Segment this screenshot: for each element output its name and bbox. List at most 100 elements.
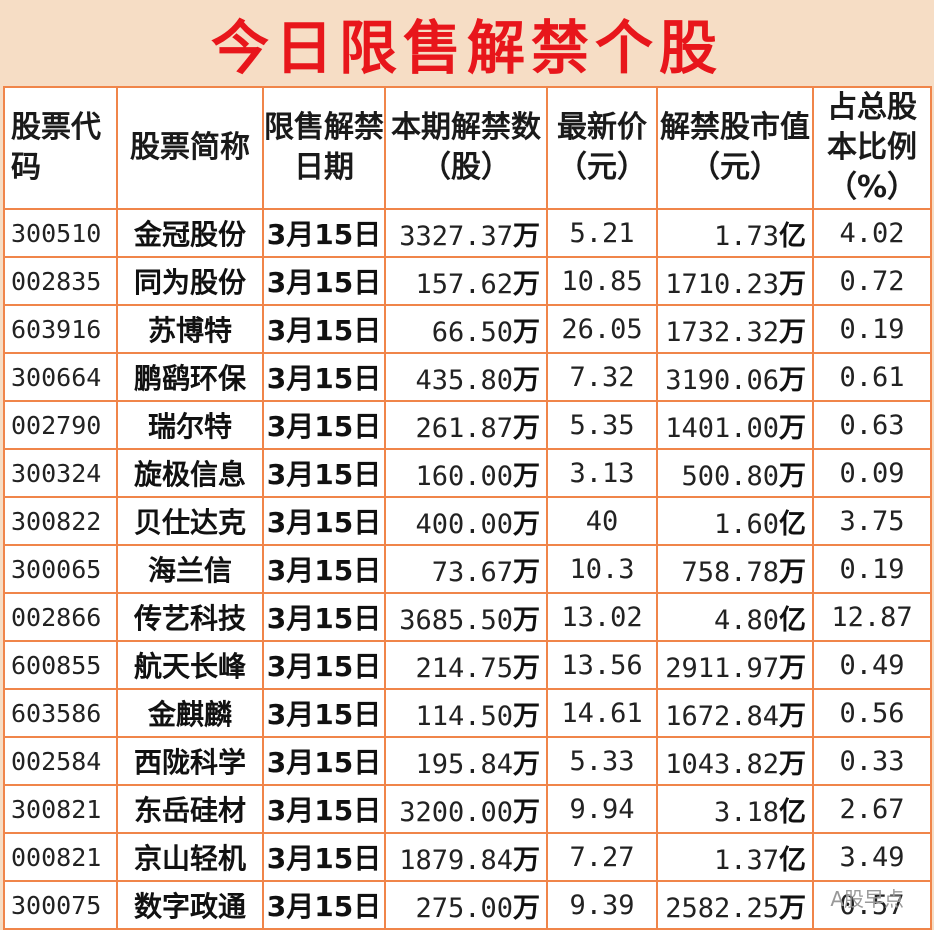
cell-ratio: 0.56 — [812, 688, 932, 738]
cell-shares: 114.50万 — [384, 688, 548, 738]
cell-date: 3月15日 — [262, 592, 386, 642]
cell-price: 5.21 — [546, 208, 658, 258]
cell-code: 300324 — [3, 448, 118, 498]
header-shares: 本期解禁数（股） — [384, 86, 548, 210]
value-unit: 万 — [779, 700, 806, 732]
cell-shares: 3327.37万 — [384, 208, 548, 258]
value-amount: 4.80 — [713, 604, 779, 636]
shares-value: 195.84 — [415, 748, 513, 780]
watermark: A股早点 — [830, 887, 904, 911]
cell-shares: 73.67万 — [384, 544, 548, 594]
cell-name: 旋极信息 — [116, 448, 264, 498]
cell-price: 9.94 — [546, 784, 658, 834]
value-unit: 亿 — [779, 604, 806, 636]
cell-value: 500.80万 — [656, 448, 814, 498]
table-row: 002790 瑞尔特 3月15日 261.87万 5.35 1401.00万 0.63 — [3, 400, 932, 450]
shares-unit: 万 — [513, 316, 540, 348]
value-unit: 万 — [779, 652, 806, 684]
cell-date: 3月15日 — [262, 448, 386, 498]
value-unit: 万 — [779, 748, 806, 780]
cell-name: 贝仕达克 — [116, 496, 264, 546]
header-ratio: 占总股本比例（%） — [812, 86, 932, 210]
value-amount: 758.78 — [681, 556, 779, 588]
header-date: 限售解禁日期 — [262, 86, 386, 210]
cell-value: 1043.82万 — [656, 736, 814, 786]
cell-code: 603916 — [3, 304, 118, 354]
cell-shares: 1879.84万 — [384, 832, 548, 882]
shares-unit: 万 — [513, 364, 540, 396]
cell-value: 4.80亿 — [656, 592, 814, 642]
table-row: 300065 海兰信 3月15日 73.67万 10.3 758.78万 0.19 — [3, 544, 932, 594]
shares-value: 73.67 — [431, 556, 513, 588]
value-unit: 万 — [779, 412, 806, 444]
cell-price: 26.05 — [546, 304, 658, 354]
cell-ratio: 12.87 — [812, 592, 932, 642]
cell-value: 1710.23万 — [656, 256, 814, 306]
cell-code: 600855 — [3, 640, 118, 690]
value-unit: 万 — [779, 460, 806, 492]
cell-name: 数字政通 — [116, 880, 264, 930]
cell-code: 300821 — [3, 784, 118, 834]
cell-code: 603586 — [3, 688, 118, 738]
cell-value: 758.78万 — [656, 544, 814, 594]
unlock-table: 股票代码 股票简称 限售解禁日期 本期解禁数（股） 最新价（元） 解禁股市值（元… — [3, 86, 932, 930]
cell-price: 13.56 — [546, 640, 658, 690]
shares-value: 66.50 — [431, 316, 513, 348]
cell-code: 002866 — [3, 592, 118, 642]
cell-date: 3月15日 — [262, 784, 386, 834]
cell-ratio: 3.75 — [812, 496, 932, 546]
cell-date: 3月15日 — [262, 352, 386, 402]
cell-date: 3月15日 — [262, 736, 386, 786]
shares-unit: 万 — [513, 508, 540, 540]
shares-value: 3327.37 — [399, 220, 513, 252]
value-amount: 1732.32 — [665, 316, 779, 348]
shares-value: 3200.00 — [399, 796, 513, 828]
cell-name: 航天长峰 — [116, 640, 264, 690]
cell-value: 1.73亿 — [656, 208, 814, 258]
value-amount: 3190.06 — [665, 364, 779, 396]
value-unit: 亿 — [779, 844, 806, 876]
shares-unit: 万 — [513, 844, 540, 876]
cell-code: 002790 — [3, 400, 118, 450]
table-row: 300510 金冠股份 3月15日 3327.37万 5.21 1.73亿 4.02 — [3, 208, 932, 258]
table-row: 300821 东岳硅材 3月15日 3200.00万 9.94 3.18亿 2.67 — [3, 784, 932, 834]
value-amount: 1.37 — [713, 844, 779, 876]
value-unit: 万 — [779, 892, 806, 924]
cell-price: 7.27 — [546, 832, 658, 882]
cell-date: 3月15日 — [262, 688, 386, 738]
cell-price: 5.35 — [546, 400, 658, 450]
table-row: 002584 西陇科学 3月15日 195.84万 5.33 1043.82万 0.33 — [3, 736, 932, 786]
cell-shares: 214.75万 — [384, 640, 548, 690]
cell-ratio: 0.61 — [812, 352, 932, 402]
cell-ratio: 0.63 — [812, 400, 932, 450]
cell-code: 002584 — [3, 736, 118, 786]
cell-ratio: 0.19 — [812, 544, 932, 594]
cell-shares: 261.87万 — [384, 400, 548, 450]
cell-name: 东岳硅材 — [116, 784, 264, 834]
cell-date: 3月15日 — [262, 256, 386, 306]
value-unit: 万 — [779, 316, 806, 348]
cell-value: 2911.97万 — [656, 640, 814, 690]
cell-name: 西陇科学 — [116, 736, 264, 786]
cell-price: 7.32 — [546, 352, 658, 402]
cell-value: 3.18亿 — [656, 784, 814, 834]
cell-ratio: 0.33 — [812, 736, 932, 786]
cell-price: 10.85 — [546, 256, 658, 306]
value-unit: 亿 — [779, 220, 806, 252]
cell-date: 3月15日 — [262, 400, 386, 450]
shares-unit: 万 — [513, 556, 540, 588]
cell-date: 3月15日 — [262, 304, 386, 354]
cell-value: 1.60亿 — [656, 496, 814, 546]
value-unit: 亿 — [779, 508, 806, 540]
shares-unit: 万 — [513, 796, 540, 828]
cell-ratio: 0.49 — [812, 640, 932, 690]
cell-price: 40 — [546, 496, 658, 546]
value-unit: 万 — [779, 268, 806, 300]
cell-code: 300510 — [3, 208, 118, 258]
cell-shares: 160.00万 — [384, 448, 548, 498]
table-body: 300510 金冠股份 3月15日 3327.37万 5.21 1.73亿 4.02 0028… — [3, 208, 932, 930]
cell-shares: 157.62万 — [384, 256, 548, 306]
value-amount: 2582.25 — [665, 892, 779, 924]
value-amount: 1043.82 — [665, 748, 779, 780]
cell-ratio: 0.09 — [812, 448, 932, 498]
